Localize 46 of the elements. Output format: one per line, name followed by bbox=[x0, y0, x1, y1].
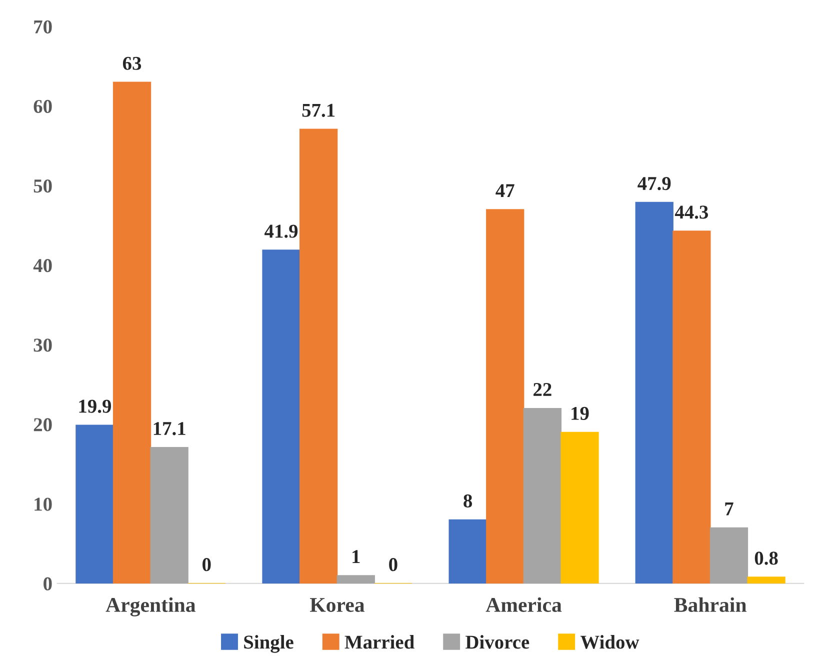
data-label: 0.8 bbox=[754, 552, 778, 565]
y-tick-label: 70 bbox=[34, 20, 52, 34]
data-label: 8 bbox=[464, 494, 472, 508]
bar bbox=[523, 408, 562, 584]
x-tick-label: Korea bbox=[310, 598, 364, 612]
bar bbox=[448, 519, 487, 584]
bar bbox=[486, 209, 524, 584]
bar bbox=[262, 250, 300, 584]
y-tick-label: 40 bbox=[33, 259, 52, 272]
legend-label: Widow bbox=[580, 635, 640, 649]
bar bbox=[635, 202, 674, 584]
bar bbox=[672, 230, 711, 584]
y-tick-label: 0 bbox=[44, 577, 52, 590]
legend-label: Married bbox=[344, 635, 414, 649]
bar bbox=[710, 527, 748, 584]
data-label: 0 bbox=[389, 558, 398, 572]
data-label: 47.9 bbox=[638, 176, 671, 190]
y-tick-label: 60 bbox=[34, 100, 52, 114]
data-label: 57.1 bbox=[302, 104, 335, 117]
data-label: 17.1 bbox=[154, 422, 186, 436]
data-label: 7 bbox=[725, 502, 734, 516]
y-tick-label: 30 bbox=[34, 338, 52, 352]
bar bbox=[150, 446, 188, 584]
y-tick-label: 20 bbox=[34, 418, 52, 432]
data-label: 41.9 bbox=[264, 224, 298, 238]
data-label: 63 bbox=[122, 56, 142, 70]
bar bbox=[747, 576, 786, 584]
y-tick-label: 10 bbox=[34, 498, 52, 511]
bar bbox=[560, 432, 599, 584]
x-tick-label: Argentina bbox=[106, 597, 196, 616]
bar bbox=[336, 575, 375, 584]
x-tick-label: Bahrain bbox=[674, 597, 746, 612]
bar bbox=[76, 424, 114, 584]
x-tick-label: America bbox=[486, 597, 562, 612]
data-label: 19 bbox=[572, 406, 589, 420]
legend-label: Single bbox=[244, 635, 294, 653]
data-label: 47 bbox=[496, 184, 514, 198]
data-label: 0 bbox=[202, 558, 211, 572]
data-label: 19.9 bbox=[79, 400, 112, 413]
data-label: 22 bbox=[534, 383, 552, 396]
y-tick-label: 50 bbox=[34, 179, 52, 193]
data-label: 1 bbox=[352, 550, 360, 564]
bar bbox=[299, 128, 338, 584]
bar bbox=[112, 82, 152, 584]
legend-label: Divorce bbox=[466, 635, 530, 649]
data-label: 44.3 bbox=[674, 206, 708, 219]
